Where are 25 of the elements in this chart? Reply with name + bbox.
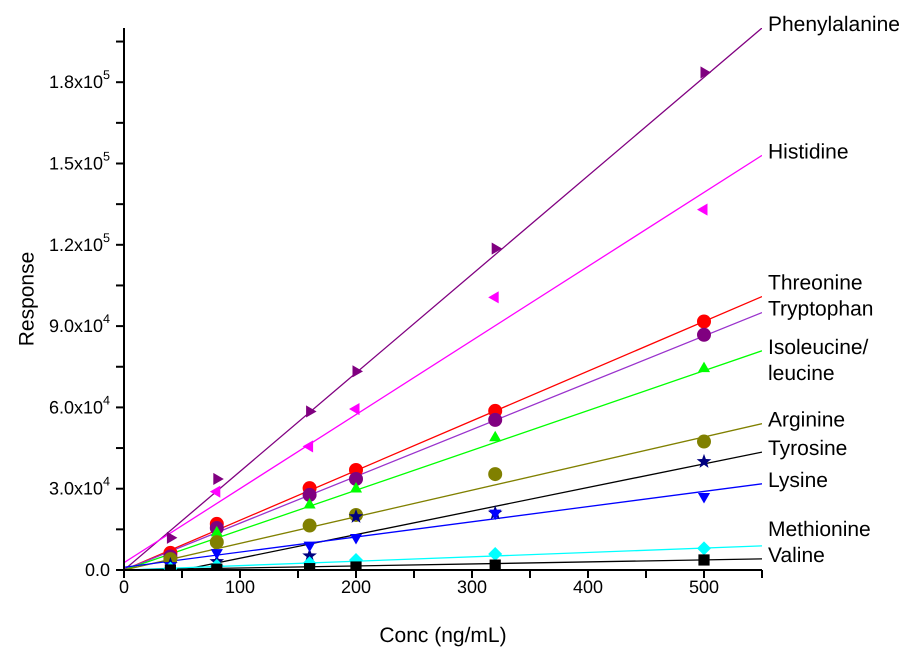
x-tick-label: 400 <box>572 576 604 597</box>
y-tick-label: 3.0x10$^{4}$ <box>48 474 110 499</box>
x-tick-label: 500 <box>688 576 720 597</box>
text: Lysine <box>768 468 828 492</box>
text: Phenylalanine <box>768 12 900 36</box>
text: Valine <box>768 543 825 566</box>
text: Histidine <box>768 140 849 163</box>
y-tick-label: 9.0x10$^{4}$ <box>48 312 110 336</box>
text: Methionine <box>768 517 871 540</box>
y-tick-label: 1.5x10$^{5}$ <box>48 150 110 174</box>
text: Threonine <box>768 271 863 294</box>
text: Tyrosine <box>768 436 848 460</box>
x-tick-label: 300 <box>456 576 488 597</box>
text: Arginine <box>768 408 846 432</box>
y-tick-label: 1.8x10$^{5}$ <box>48 68 110 92</box>
text: Tryptophan <box>768 297 874 320</box>
x-tick-label: 100 <box>224 576 256 597</box>
x-axis-title: Conc (ng/mL) <box>379 624 507 647</box>
text: Isoleucine/leucine <box>768 335 869 384</box>
x-tick-label: 0 <box>118 576 130 597</box>
y-tick-label: 1.2x10$^{5}$ <box>48 230 110 255</box>
y-tick-label: 0.0 <box>84 560 110 580</box>
y-axis-title: Response <box>15 252 38 346</box>
y-tick-label: 6.0x10$^{4}$ <box>48 393 110 418</box>
x-tick-label: 200 <box>340 576 372 597</box>
